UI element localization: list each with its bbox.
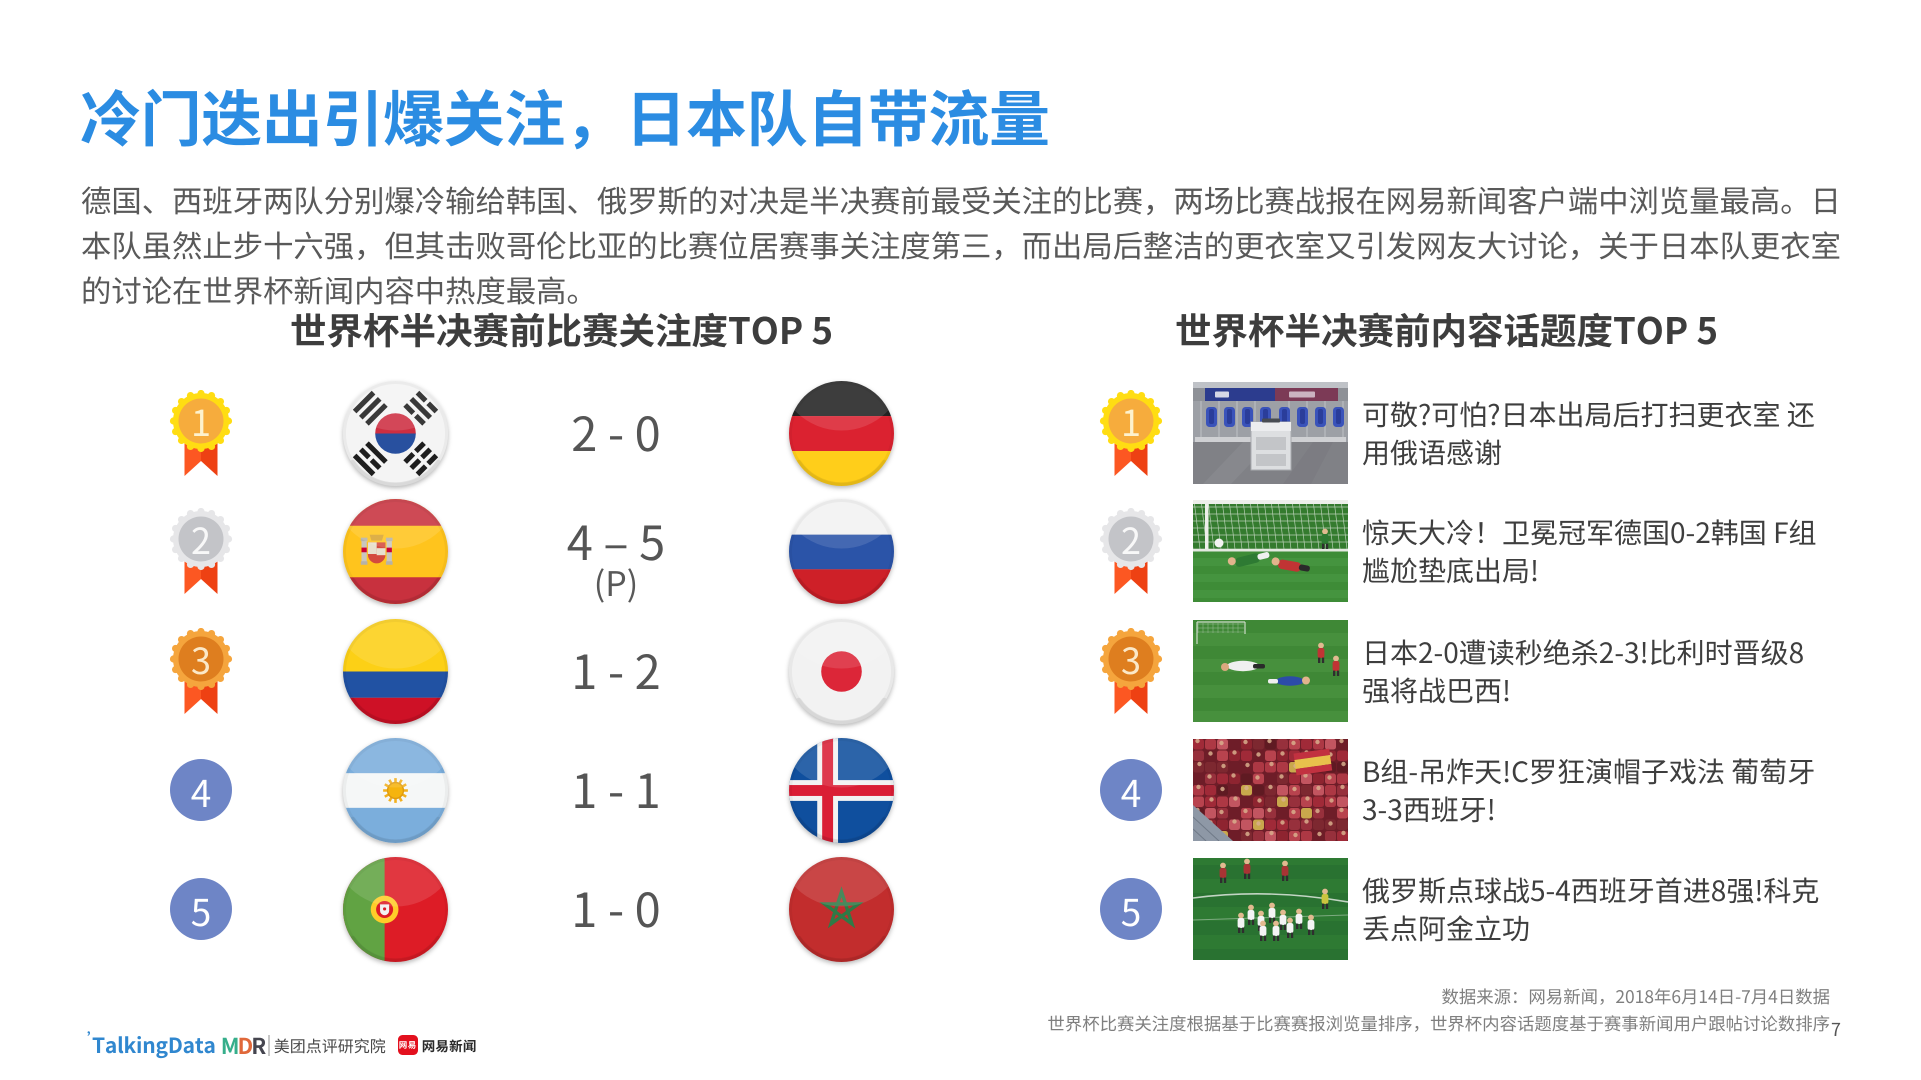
flag-iceland: [788, 737, 894, 843]
svg-text:5: 5: [191, 883, 212, 937]
rank-badge-blue-circle-4: 4: [1099, 758, 1163, 822]
logo-divider: [268, 1034, 270, 1056]
page-number: 7: [1831, 1016, 1841, 1042]
news-headline: 俄罗斯点球战5-4西班牙首进8强!科克 丢点阿金立功: [1362, 871, 1862, 947]
news-headline: 可敬?可怕?日本出局后打扫更衣室 还 用俄语感谢: [1362, 395, 1862, 471]
data-source-line-2: 世界杯比赛关注度根据基于比赛赛报浏览量排序，世界杯内容话题度基于赛事新闻用户跟帖…: [1047, 1011, 1830, 1036]
intro-line-3: 的讨论在世界杯新闻内容中热度最高。: [81, 267, 597, 311]
footer-logos: ’ TalkingData MDR 美团点评研究院 网易 网易新闻: [87, 1028, 477, 1061]
right-panel-heading: 世界杯半决赛前内容话题度TOP 5: [1175, 302, 1719, 355]
news-headline-line-2: 丢点阿金立功: [1362, 908, 1531, 948]
netease-news-logo: 网易新闻: [421, 1035, 477, 1055]
svg-text:3: 3: [1121, 633, 1141, 685]
match-score: 1 - 2: [571, 634, 661, 703]
svg-text:2: 2: [191, 513, 211, 565]
match-row: 2 4 – 5 (P): [0, 491, 1921, 611]
svg-text:1: 1: [191, 395, 211, 447]
news-row: 2 惊天大冷！卫冕冠军德国0-2韩国 F组 尴尬垫底出局!: [0, 491, 1921, 611]
mdr-logo-letter-m: M: [220, 1029, 240, 1061]
news-headline-line-1: 日本2-0遭读秒绝杀2-3!比利时晋级8: [1362, 632, 1805, 672]
match-score: 1 - 0: [571, 872, 661, 941]
news-row: 4 B组-吊炸天!C罗狂演帽子戏法 葡萄牙 3-3西班牙!: [0, 730, 1921, 850]
news-photo-players-down: [1193, 620, 1348, 722]
rank-badge-bronze-medal-3: 3: [169, 627, 233, 718]
news-photo-goal-upset: [1193, 500, 1348, 602]
news-headline: 惊天大冷！卫冕冠军德国0-2韩国 F组 尴尬垫底出局!: [1362, 513, 1862, 589]
svg-text:4: 4: [191, 764, 212, 818]
news-photo-penalty-celebration: [1193, 858, 1348, 960]
news-photo-locker-room: [1193, 382, 1348, 484]
intro-line-2: 本队虽然止步十六强，但其击败哥伦比亚的比赛位居赛事关注度第三，而出局后整洁的更衣…: [81, 222, 1841, 266]
svg-text:1: 1: [1121, 395, 1141, 447]
talkingdata-logo: ’ TalkingData: [87, 1028, 216, 1060]
flag-japan: [788, 618, 894, 724]
netease-logo-badge: 网易: [397, 1035, 418, 1055]
meituan-dianping-institute-logo: 美团点评研究院: [273, 1033, 386, 1057]
news-row: 5: [0, 849, 1921, 969]
news-headline-line-1: 惊天大冷！卫冕冠军德国0-2韩国 F组: [1362, 512, 1817, 552]
svg-text:5: 5: [1121, 883, 1142, 937]
talkingdata-logo-text: TalkingData: [92, 1030, 216, 1060]
match-row: 3 1 - 2: [0, 611, 1921, 731]
rank-badge-silver-medal-2: 2: [1099, 507, 1163, 598]
svg-text:4: 4: [1121, 764, 1142, 818]
left-panel-heading: 世界杯半决赛前比赛关注度TOP 5: [290, 302, 834, 355]
match-score: 2 - 0: [571, 396, 661, 465]
rank-badge-blue-circle-5: 5: [169, 877, 233, 941]
match-row: 1 2: [0, 373, 1921, 493]
news-headline-line-1: 可敬?可怕?日本出局后打扫更衣室 还: [1362, 394, 1815, 434]
rank-badge-bronze-medal-3: 3: [1099, 627, 1163, 718]
svg-text:3: 3: [191, 633, 211, 685]
flag-russia: [788, 498, 894, 604]
intro-paragraph: 德国、西班牙两队分别爆冷输给韩国、俄罗斯的对决是半决赛前最受关注的比赛，两场比赛…: [81, 177, 1861, 312]
rank-badge-gold-medal-1: 1: [1099, 389, 1163, 480]
data-source-line-1: 数据来源：网易新闻，2018年6月14日-7月4日数据: [1441, 984, 1830, 1009]
flag-portugal: [342, 856, 448, 962]
rank-badge-blue-circle-5: 5: [1099, 877, 1163, 941]
match-row: 5 1 - 0: [0, 849, 1921, 969]
rank-badge-silver-medal-2: 2: [169, 507, 233, 598]
news-headline: 日本2-0遭读秒绝杀2-3!比利时晋级8 强将战巴西!: [1362, 633, 1862, 709]
flag-germany: [788, 380, 894, 486]
news-headline-line-1: B组-吊炸天!C罗狂演帽子戏法 葡萄牙: [1362, 751, 1816, 791]
slide-title: 冷门迭出引爆关注，日本队自带流量: [80, 70, 1050, 159]
news-row: 3 日本2-0遭读秒绝杀2-3!比利时晋级8 强将战巴西!: [0, 611, 1921, 731]
rank-badge-blue-circle-4: 4: [169, 758, 233, 822]
mdr-logo-letter-d: D: [237, 1029, 253, 1061]
news-headline-line-2: 3-3西班牙!: [1362, 789, 1496, 829]
match-score: 4 – 5: [566, 505, 666, 574]
match-score-note: (P): [593, 557, 639, 606]
flag-spain: [342, 498, 448, 604]
news-photo-red-crowd: [1193, 739, 1348, 841]
svg-text:2: 2: [1121, 513, 1141, 565]
data-source-note: 数据来源：网易新闻，2018年6月14日-7月4日数据 世界杯比赛关注度根据基于…: [1047, 983, 1830, 1037]
flag-morocco: [788, 856, 894, 962]
match-row: 4 1 - 1: [0, 730, 1921, 850]
flag-south-korea: [342, 380, 448, 486]
flag-colombia: [342, 618, 448, 724]
news-headline-line-2: 用俄语感谢: [1362, 432, 1503, 472]
flag-argentina: [342, 737, 448, 843]
news-headline-line-2: 尴尬垫底出局!: [1362, 550, 1540, 590]
mdr-logo: MDR: [220, 1029, 267, 1061]
news-row: 1 可敬?可怕?日本出局后打扫更衣室 还 用俄语感谢: [0, 373, 1921, 493]
talkingdata-logo-tick: ’: [87, 1028, 102, 1049]
rank-badge-gold-medal-1: 1: [169, 389, 233, 480]
intro-line-1: 德国、西班牙两队分别爆冷输给韩国、俄罗斯的对决是半决赛前最受关注的比赛，两场比赛…: [81, 177, 1841, 221]
news-headline: B组-吊炸天!C罗狂演帽子戏法 葡萄牙 3-3西班牙!: [1362, 752, 1862, 828]
news-headline-line-2: 强将战巴西!: [1362, 670, 1512, 710]
mdr-logo-letter-r: R: [251, 1029, 266, 1061]
match-score: 1 - 1: [571, 753, 661, 822]
news-headline-line-1: 俄罗斯点球战5-4西班牙首进8强!科克: [1362, 870, 1820, 910]
